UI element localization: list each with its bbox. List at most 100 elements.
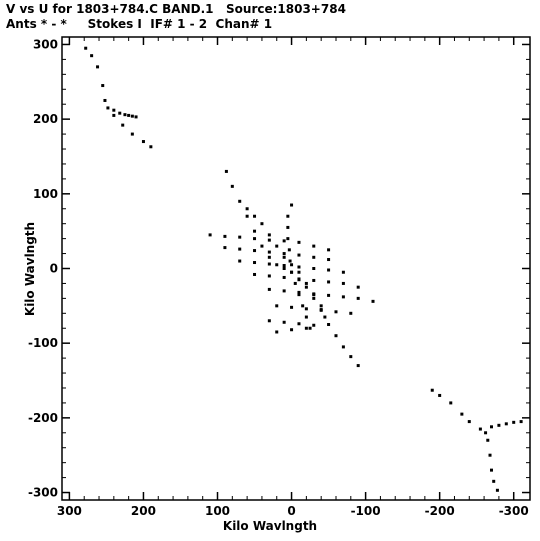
uv-point (290, 270, 294, 274)
uv-point (304, 315, 308, 319)
uv-point (512, 420, 516, 424)
axis-ticks: 300 200 100 0 -100 -200 -300 300 200 100 0 -100 -200… (28, 37, 530, 518)
uv-point (282, 264, 286, 268)
uv-point (282, 320, 286, 324)
uv-point (286, 237, 290, 241)
y-axis-label: Kilo Wavlngth (23, 221, 37, 317)
uv-point (297, 265, 301, 269)
uv-point (112, 113, 116, 117)
uv-point (304, 285, 308, 289)
data-points (84, 46, 523, 492)
y-tick-label: 200 (33, 112, 58, 126)
uv-point (519, 420, 523, 424)
uv-point (267, 319, 271, 323)
uv-point (341, 345, 345, 349)
x-tick-label: -200 (425, 504, 455, 518)
uv-point (230, 184, 234, 188)
uv-point (484, 431, 488, 435)
uv-point (438, 393, 442, 397)
uv-point (301, 304, 305, 308)
uv-point (253, 237, 257, 241)
uv-point (267, 255, 271, 259)
uv-point (130, 132, 134, 136)
y-tick-label: 0 (50, 262, 58, 276)
uv-point (312, 293, 316, 297)
x-axis-label: Kilo Wavlngth (222, 519, 318, 533)
uv-point (341, 270, 345, 274)
x-tick-label: -100 (351, 504, 381, 518)
x-tick-label: 200 (131, 504, 156, 518)
uv-point (312, 278, 316, 282)
uv-point (141, 140, 145, 144)
uv-point (253, 214, 257, 218)
uv-point (489, 468, 493, 472)
uv-point (84, 46, 88, 50)
uv-point (290, 263, 294, 267)
uv-point (275, 263, 279, 267)
chart-subtitle: Ants * - * Stokes I IF# 1 - 2 Chan# 1 (6, 17, 273, 31)
uv-point (341, 295, 345, 299)
uv-point (312, 323, 316, 327)
uv-point (267, 274, 271, 278)
uv-point (253, 261, 257, 265)
uv-point (304, 307, 308, 311)
uv-point (282, 252, 286, 256)
uv-point (121, 123, 125, 127)
uv-point (312, 255, 316, 259)
uv-point (127, 113, 131, 117)
uv-point (260, 222, 264, 226)
uv-point (297, 270, 301, 274)
uv-point (267, 250, 271, 254)
uv-point (323, 315, 327, 319)
x-tick-label: 300 (57, 504, 82, 518)
uv-point (290, 203, 294, 207)
uv-point (267, 233, 271, 237)
chart-title: V vs U for 1803+784.C BAND.1 Source:1803… (6, 2, 346, 16)
uv-point (282, 289, 286, 293)
uv-point (297, 253, 301, 257)
uv-point (504, 422, 508, 426)
uv-point (123, 113, 127, 117)
uv-point (349, 311, 353, 315)
uv-point (287, 248, 291, 252)
uv-point (319, 308, 323, 312)
y-tick-label: 100 (33, 187, 58, 201)
uv-point (319, 304, 323, 308)
uv-point (275, 304, 279, 308)
uv-point (486, 438, 490, 442)
uv-point (101, 84, 105, 88)
uv-point (297, 293, 301, 297)
uv-point (334, 334, 338, 338)
uv-point (282, 239, 286, 243)
uv-point (334, 310, 338, 314)
uv-point (467, 420, 471, 424)
uv-point (282, 275, 286, 279)
uv-point (253, 249, 257, 253)
uv-point (245, 214, 249, 218)
uv-point (96, 65, 100, 69)
uv-point (312, 296, 316, 300)
uv-point (356, 285, 360, 289)
uv-point (286, 225, 290, 229)
uv-point (449, 401, 453, 405)
x-tick-label: -300 (499, 504, 529, 518)
uv-point (495, 488, 499, 492)
uv-point (297, 277, 301, 281)
uv-point (290, 328, 294, 332)
uv-point (478, 427, 482, 431)
uv-point (90, 54, 94, 58)
plot-frame (61, 36, 531, 501)
uv-point (430, 388, 434, 392)
uv-point (304, 326, 308, 330)
uv-point (297, 290, 301, 294)
uv-point (297, 322, 301, 326)
uv-point (238, 199, 242, 203)
y-tick-label: -200 (28, 411, 58, 425)
uv-point (103, 98, 107, 102)
uv-point (245, 207, 249, 211)
uv-point (275, 244, 279, 248)
y-tick-label: 300 (33, 37, 58, 51)
uv-point (267, 262, 271, 266)
uv-point (130, 114, 134, 118)
